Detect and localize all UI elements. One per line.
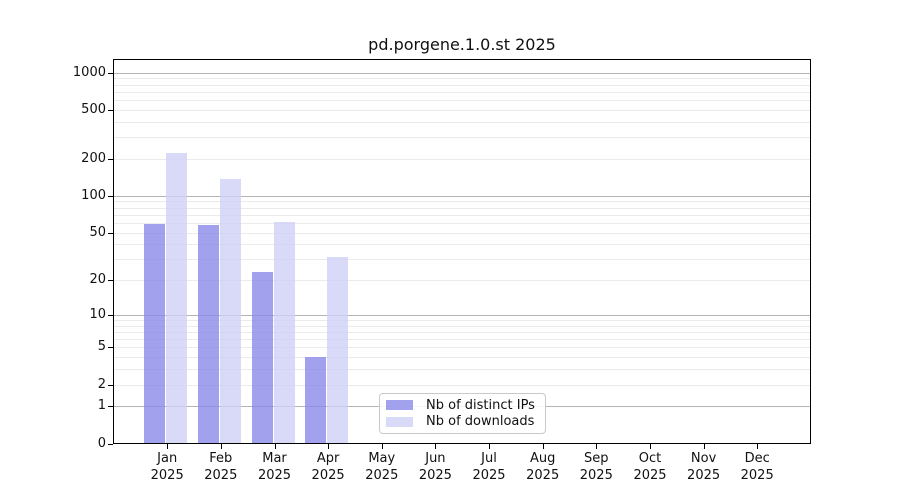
y-tick-label: 1 <box>97 398 106 414</box>
x-tick-mark <box>381 444 383 449</box>
legend-item-nb-of-distinct-ips: Nb of distinct IPs <box>386 398 539 413</box>
gridline-minor <box>114 158 810 160</box>
gridline-minor <box>114 339 810 341</box>
gridline-minor <box>114 78 810 80</box>
x-tick-label-sep: Sep 2025 <box>579 451 613 483</box>
gridline-major <box>114 72 810 74</box>
gridline-minor <box>114 325 810 327</box>
gridline-minor <box>114 137 810 139</box>
legend-label: Nb of distinct IPs <box>426 397 535 413</box>
gridline-minor <box>114 384 810 386</box>
y-tick-mark <box>108 314 113 316</box>
gridline-minor <box>114 259 810 261</box>
legend-item-nb-of-downloads: Nb of downloads <box>386 414 539 429</box>
bar-nb-of-distinct-ips-mar <box>251 272 273 443</box>
x-tick-label-mar: Mar 2025 <box>257 451 292 483</box>
bar-nb-of-distinct-ips-feb <box>197 225 219 443</box>
legend-label: Nb of downloads <box>426 414 535 430</box>
x-tick-mark <box>650 444 651 449</box>
y-tick-mark <box>108 109 113 111</box>
gridline-minor <box>114 214 810 216</box>
y-tick-label: 100 <box>81 187 106 203</box>
y-tick-mark <box>108 72 113 74</box>
gridline-minor <box>114 357 810 359</box>
plot-area <box>113 59 811 444</box>
y-tick-mark <box>108 384 113 386</box>
x-tick-mark <box>274 444 276 449</box>
x-tick-mark <box>489 444 490 449</box>
gridline-minor <box>114 280 810 282</box>
bar-nb-of-distinct-ips-apr <box>305 356 327 443</box>
gridline-minor <box>114 319 810 321</box>
y-tick-mark <box>108 232 113 234</box>
x-tick-label-may: May 2025 <box>365 451 399 483</box>
y-tick-label: 50 <box>89 224 106 240</box>
y-tick-label: 10 <box>89 306 106 322</box>
gridline-minor <box>114 109 810 111</box>
y-tick-label: 500 <box>81 101 106 117</box>
x-tick-label-oct: Oct 2025 <box>633 451 667 483</box>
y-tick-mark <box>108 158 113 160</box>
gridline-minor <box>114 84 810 86</box>
x-tick-mark <box>542 444 544 449</box>
gridline-minor <box>114 244 810 246</box>
x-tick-mark <box>328 444 330 449</box>
x-tick-label-aug: Aug 2025 <box>526 451 560 483</box>
y-tick-label: 5 <box>97 339 106 355</box>
bar-nb-of-downloads-jan <box>166 153 188 443</box>
y-tick-label: 0 <box>97 435 106 451</box>
bar-nb-of-downloads-feb <box>219 178 241 443</box>
x-tick-label-nov: Nov 2025 <box>687 451 721 483</box>
y-tick-mark <box>108 406 113 408</box>
gridline-minor <box>114 207 810 209</box>
x-tick-mark <box>596 444 598 449</box>
y-tick-label: 200 <box>81 150 106 166</box>
gridline-minor <box>114 100 810 102</box>
x-tick-label-jun: Jun 2025 <box>418 451 452 483</box>
bar-nb-of-downloads-mar <box>273 221 295 443</box>
y-tick-label: 1000 <box>72 64 106 80</box>
y-tick-mark <box>108 443 113 445</box>
gridline-minor <box>114 222 810 224</box>
x-tick-mark <box>703 444 705 449</box>
legend-swatch-nb-of-distinct-ips <box>386 400 413 411</box>
gridline-major <box>114 195 810 197</box>
y-tick-mark <box>108 195 113 197</box>
x-tick-mark <box>167 444 169 449</box>
gridline-minor <box>114 369 810 371</box>
y-tick-mark <box>108 280 113 282</box>
gridline-minor <box>114 201 810 203</box>
y-tick-label: 2 <box>97 376 106 392</box>
gridline-minor <box>114 347 810 349</box>
y-tick-label: 20 <box>89 272 106 288</box>
y-tick-mark <box>108 347 113 349</box>
x-tick-mark <box>220 444 222 449</box>
x-tick-label-jan: Jan 2025 <box>150 451 184 483</box>
gridline-minor <box>114 331 810 333</box>
bar-nb-of-downloads-apr <box>327 257 349 443</box>
gridline-major <box>114 314 810 316</box>
legend-swatch-nb-of-downloads <box>386 416 413 427</box>
x-tick-label-feb: Feb 2025 <box>204 451 238 483</box>
x-tick-mark <box>757 444 759 449</box>
gridline-minor <box>114 91 810 93</box>
gridline-minor <box>114 232 810 234</box>
chart-title: pd.porgene.1.0.st 2025 <box>368 35 556 54</box>
bar-nb-of-distinct-ips-jan <box>144 224 166 443</box>
x-tick-label-dec: Dec 2025 <box>740 451 774 483</box>
legend: Nb of distinct IPs Nb of downloads <box>379 393 546 434</box>
gridline-minor <box>114 121 810 123</box>
x-tick-label-apr: Apr 2025 <box>311 451 345 483</box>
x-tick-mark <box>435 444 437 449</box>
x-tick-label-jul: Jul 2025 <box>472 451 506 483</box>
